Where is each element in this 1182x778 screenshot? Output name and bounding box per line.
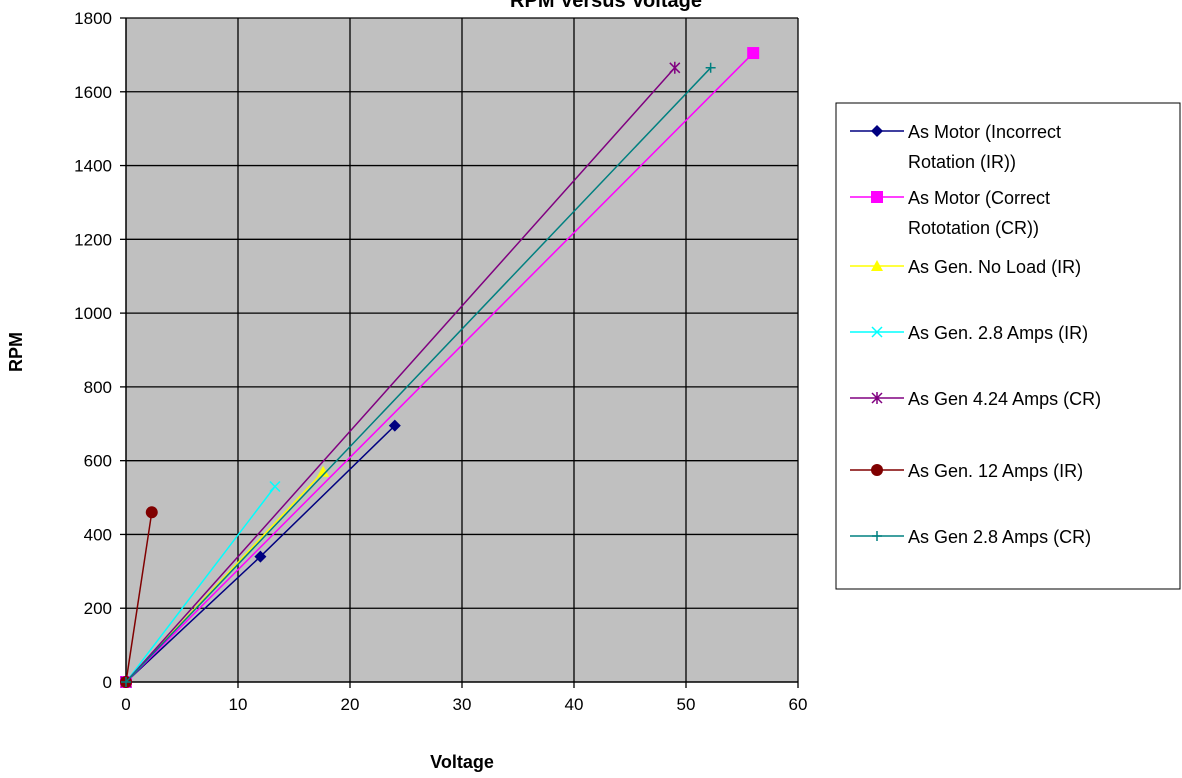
x-axis-title: Voltage	[430, 752, 494, 772]
legend-entry: As Motor (Incorrect Rotation (IR))	[850, 122, 1061, 172]
y-tick-label: 1000	[74, 304, 112, 323]
data-series	[120, 47, 760, 688]
legend-marker	[871, 326, 883, 338]
legend-label: As Gen 4.24 Amps (CR)	[908, 389, 1101, 409]
data-point	[317, 465, 330, 477]
legend-entry: As Gen. 12 Amps (IR)	[850, 461, 1083, 481]
series-line	[125, 67, 676, 683]
x-tick-label: 10	[229, 695, 248, 714]
x-tick-label: 50	[677, 695, 696, 714]
y-tick-label: 400	[84, 525, 112, 544]
data-point	[145, 506, 158, 519]
legend-entry: As Gen 2.8 Amps (CR)	[850, 527, 1091, 547]
series-line	[125, 512, 153, 683]
y-tick-label: 800	[84, 378, 112, 397]
y-axis-title: RPM	[6, 332, 26, 372]
data-point	[747, 47, 760, 60]
y-tick-label: 1800	[74, 9, 112, 28]
series-line	[125, 67, 712, 683]
data-point	[669, 61, 681, 74]
axes	[120, 17, 799, 688]
legend-entry: As Gen 4.24 Amps (CR)	[850, 389, 1101, 409]
legend-label: As Gen. 12 Amps (IR)	[908, 461, 1083, 481]
data-point	[254, 550, 267, 563]
y-tick-label: 1200	[74, 230, 112, 249]
legend-marker	[872, 531, 882, 541]
series-7	[121, 62, 716, 687]
y-tick-label: 1600	[74, 83, 112, 102]
tick-labels: 0 10 20 30 40 50 60020040060080010001200140016…	[74, 9, 807, 714]
legend-label: As Gen 2.8 Amps (CR)	[908, 527, 1091, 547]
series-line	[125, 52, 754, 683]
legend-marker	[871, 464, 883, 476]
legend-entry: As Motor (Correct Rototation (CR))	[850, 188, 1050, 238]
y-tick-label: 1400	[74, 157, 112, 176]
legend-marker	[871, 191, 883, 203]
series-line	[125, 486, 276, 683]
legend-marker	[871, 260, 883, 271]
legend-label: As Motor (Incorrect	[908, 122, 1061, 142]
legend-marker	[871, 392, 883, 404]
chart-title: RPM Versus Voltage	[510, 0, 702, 12]
x-tick-label: 40	[565, 695, 584, 714]
data-point	[269, 480, 281, 493]
y-tick-label: 200	[84, 599, 112, 618]
x-tick-label: 20	[341, 695, 360, 714]
data-point	[705, 62, 716, 73]
y-tick-label: 0	[103, 673, 112, 692]
legend-label: Rotation (IR))	[908, 152, 1016, 172]
legend-label: As Gen. No Load (IR)	[908, 257, 1081, 277]
legend-label: Rototation (CR))	[908, 218, 1039, 238]
x-tick-label: 30	[453, 695, 472, 714]
legend-entry: As Gen. No Load (IR)	[850, 257, 1081, 277]
data-point	[121, 677, 131, 687]
x-tick-label: 60	[789, 695, 808, 714]
data-point	[388, 419, 401, 432]
legend-marker	[871, 125, 883, 137]
legend-label: As Gen. 2.8 Amps (IR)	[908, 323, 1088, 343]
legend-label: As Motor (Correct	[908, 188, 1050, 208]
y-tick-label: 600	[84, 452, 112, 471]
legend-entry: As Gen. 2.8 Amps (IR)	[850, 323, 1088, 343]
legend-box	[835, 102, 1181, 590]
x-tick-label: 0	[121, 695, 130, 714]
